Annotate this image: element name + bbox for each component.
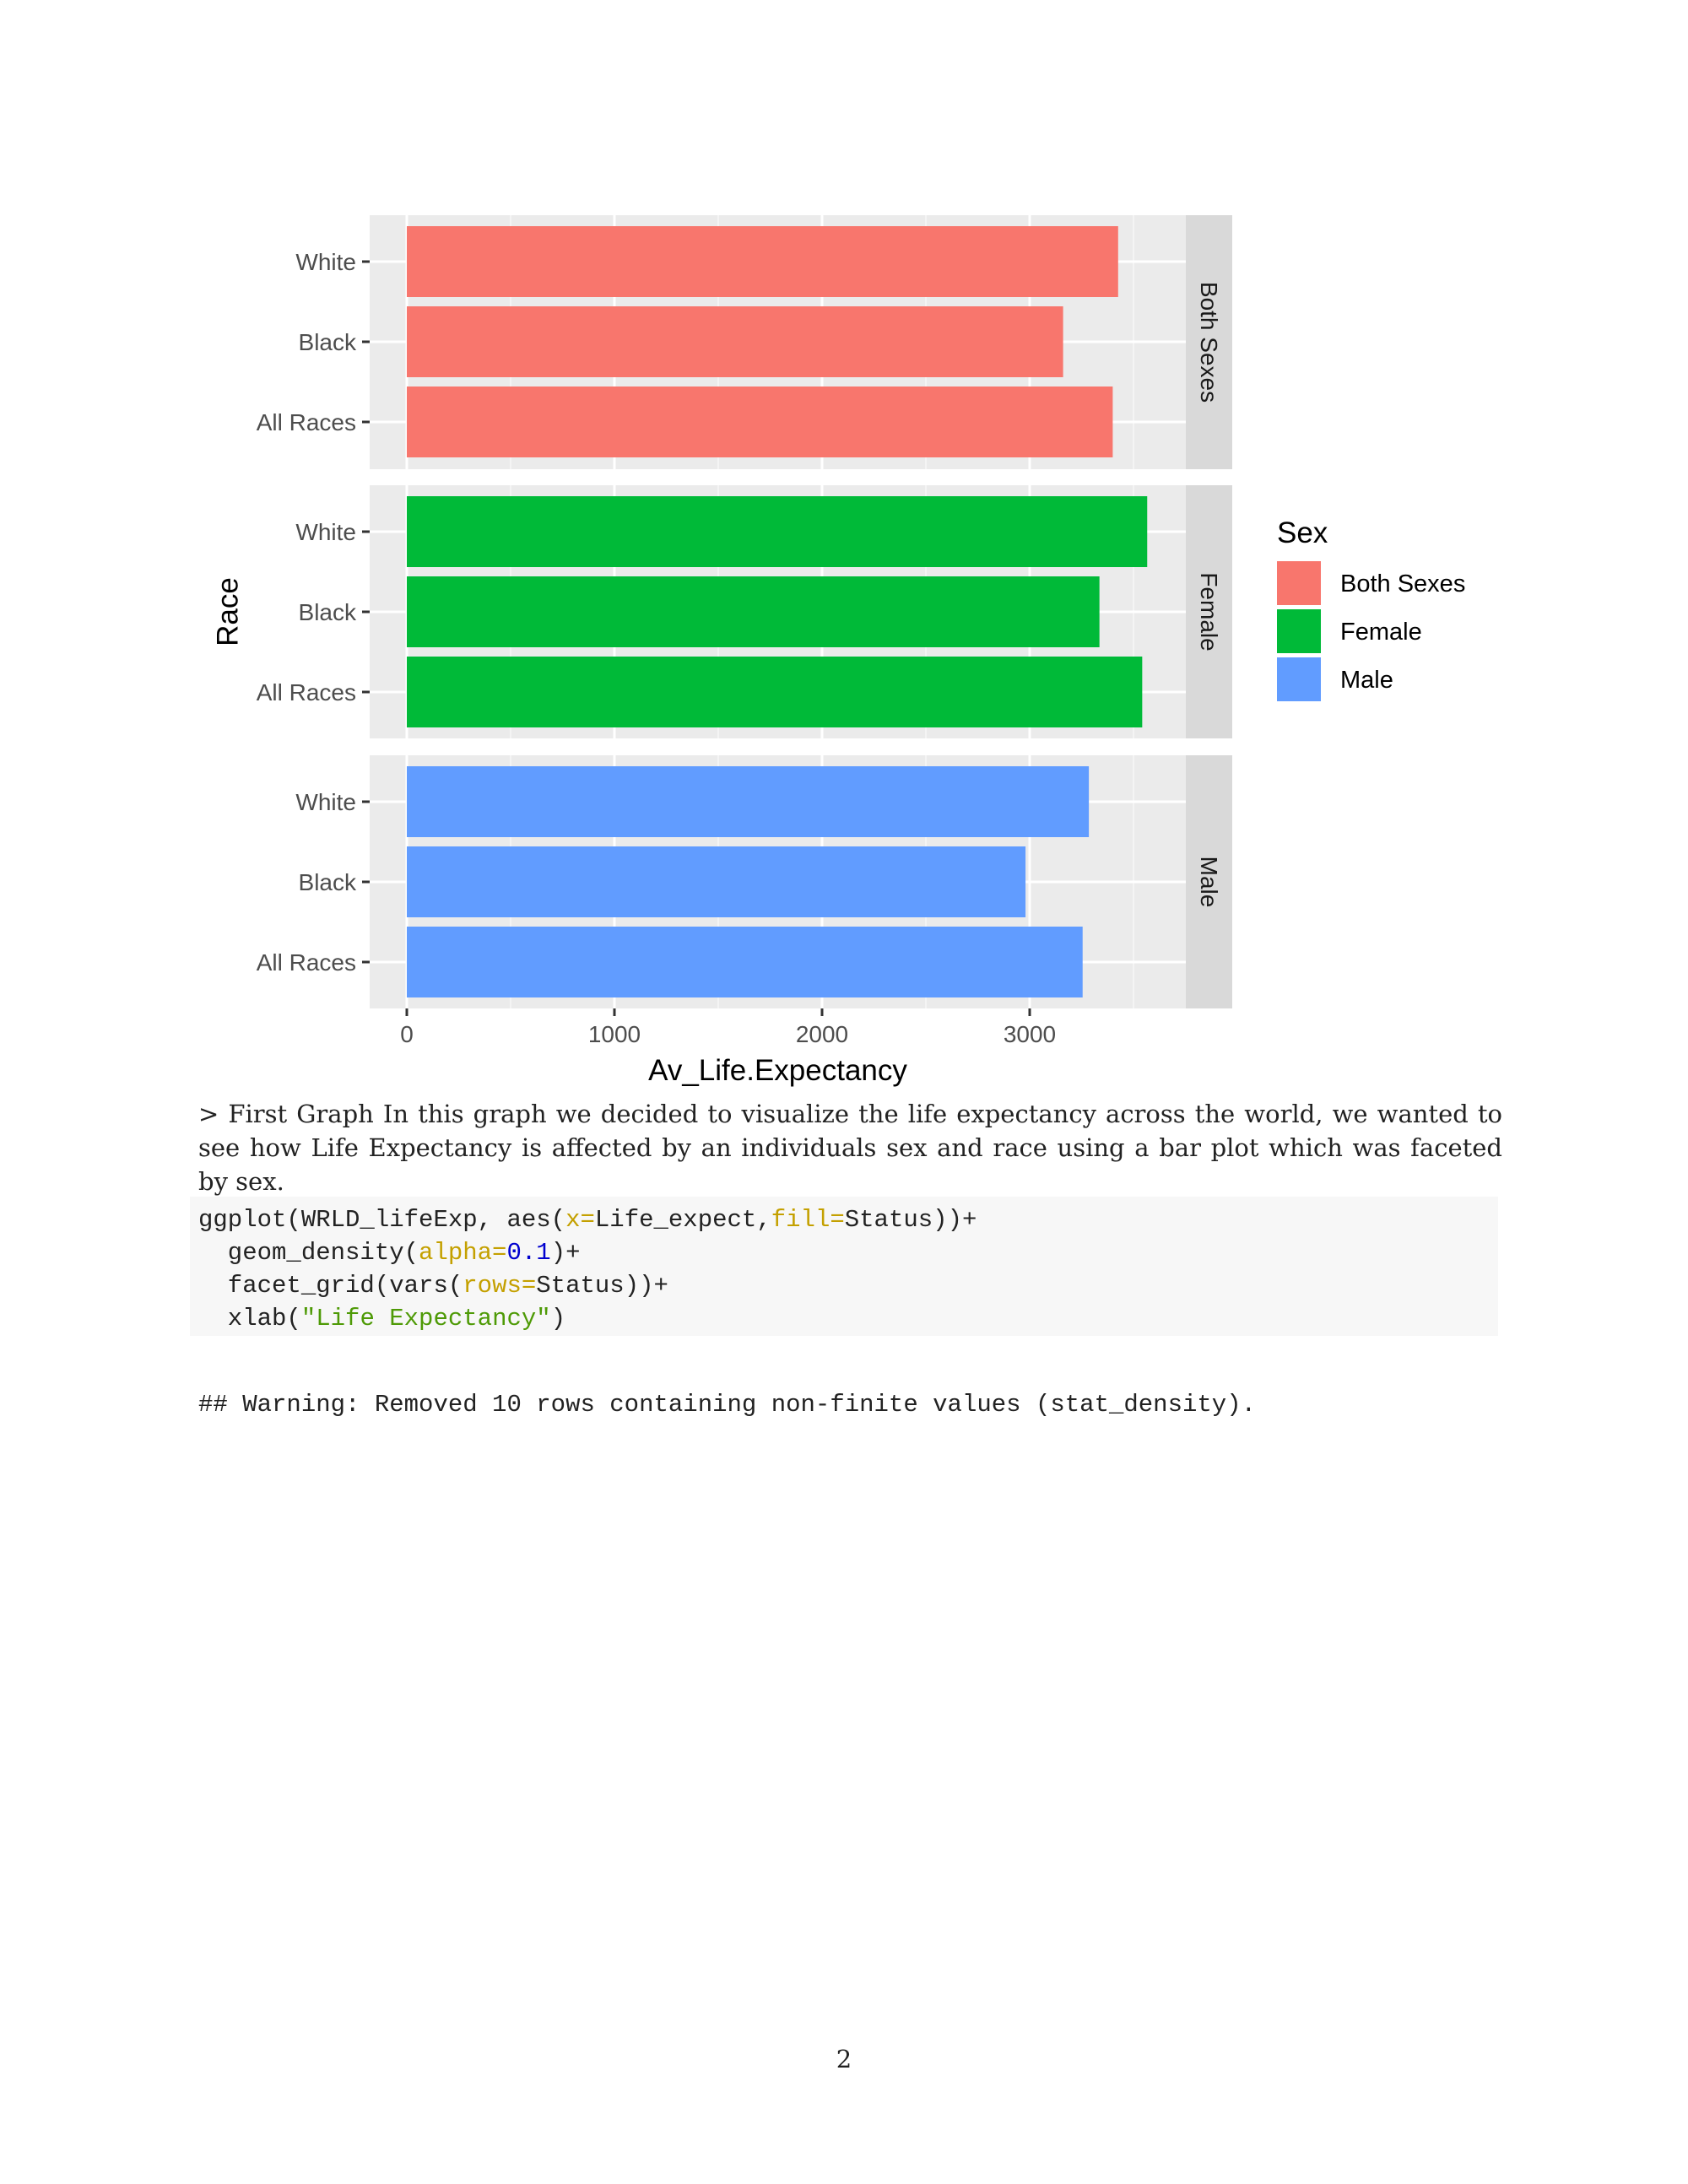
code-token: 0.1 (506, 1239, 551, 1267)
warning-output: ## Warning: Removed 10 rows containing n… (198, 1391, 1257, 1419)
x-tick-label: 0 (400, 1021, 414, 1047)
bar (407, 927, 1083, 997)
faceted-bar-chart: White Black All Races Both Sexes White Black A… (212, 215, 1465, 1087)
legend-title: Sex (1277, 516, 1328, 549)
code-line: xlab("Life Expectancy") (198, 1305, 565, 1333)
y-tick-label: All Races (257, 679, 356, 705)
legend-label: Male (1340, 667, 1393, 694)
bar (407, 496, 1148, 567)
y-tick-label: Black (299, 599, 357, 625)
code-token: ) (550, 1305, 566, 1333)
legend-key (1277, 609, 1321, 653)
y-tick-label: White (295, 519, 356, 545)
code-token: Status))+ (844, 1206, 977, 1234)
y-tick-label: Black (299, 329, 357, 355)
bar (407, 766, 1090, 837)
code-token: rows= (463, 1272, 537, 1300)
bar (407, 387, 1113, 457)
x-tick-label: 1000 (588, 1021, 641, 1047)
y-tick-label: White (295, 789, 356, 815)
legend-label: Both Sexes (1340, 570, 1465, 597)
x-tick-label: 2000 (796, 1021, 848, 1047)
r-code-block: ggplot(WRLD_lifeExp, aes(x=Life_expect,f… (190, 1197, 1498, 1336)
facet-strip-label: Both Sexes (1196, 282, 1222, 403)
facet-strip-label: Male (1196, 857, 1222, 908)
code-token: alpha= (419, 1239, 507, 1267)
legend-key (1277, 657, 1321, 701)
legend-label: Female (1340, 619, 1422, 646)
graph-description: > First Graph In this graph we decided t… (198, 1100, 1502, 1196)
facet-strip (1186, 485, 1232, 738)
bar (407, 576, 1100, 647)
bar (407, 846, 1026, 917)
code-token: ggplot(WRLD_lifeExp, aes( (198, 1206, 566, 1234)
code-token: x= (565, 1206, 595, 1234)
y-tick-label: White (295, 249, 356, 275)
facet-strip-label: Female (1196, 572, 1222, 651)
code-token: facet_grid(vars( (198, 1272, 463, 1300)
y-tick-label: Black (299, 869, 357, 895)
facet-strip (1186, 755, 1232, 1008)
y-axis-title: Race (212, 577, 245, 646)
code-token: )+ (550, 1239, 581, 1267)
code-line: facet_grid(vars(rows=Status))+ (198, 1272, 668, 1300)
code-line: geom_density(alpha=0.1)+ (198, 1239, 581, 1267)
code-token: fill= (771, 1206, 845, 1234)
code-token: "Life Expectancy" (300, 1305, 551, 1333)
bar (407, 657, 1143, 727)
bar (407, 226, 1118, 297)
code-token: geom_density( (198, 1239, 419, 1267)
code-line: ggplot(WRLD_lifeExp, aes(x=Life_expect,f… (198, 1206, 977, 1234)
code-token: Life_expect, (594, 1206, 771, 1234)
y-tick-label: All Races (257, 949, 356, 976)
bar (407, 306, 1063, 377)
code-token: xlab( (198, 1305, 301, 1333)
y-tick-label: All Races (257, 409, 356, 435)
code-token: Status))+ (536, 1272, 668, 1300)
legend-key (1277, 561, 1321, 605)
page-number: 2 (836, 2045, 852, 2073)
facet-strip (1186, 215, 1232, 469)
x-axis-title: Av_Life.Expectancy (648, 1054, 907, 1087)
x-tick-label: 3000 (1004, 1021, 1056, 1047)
